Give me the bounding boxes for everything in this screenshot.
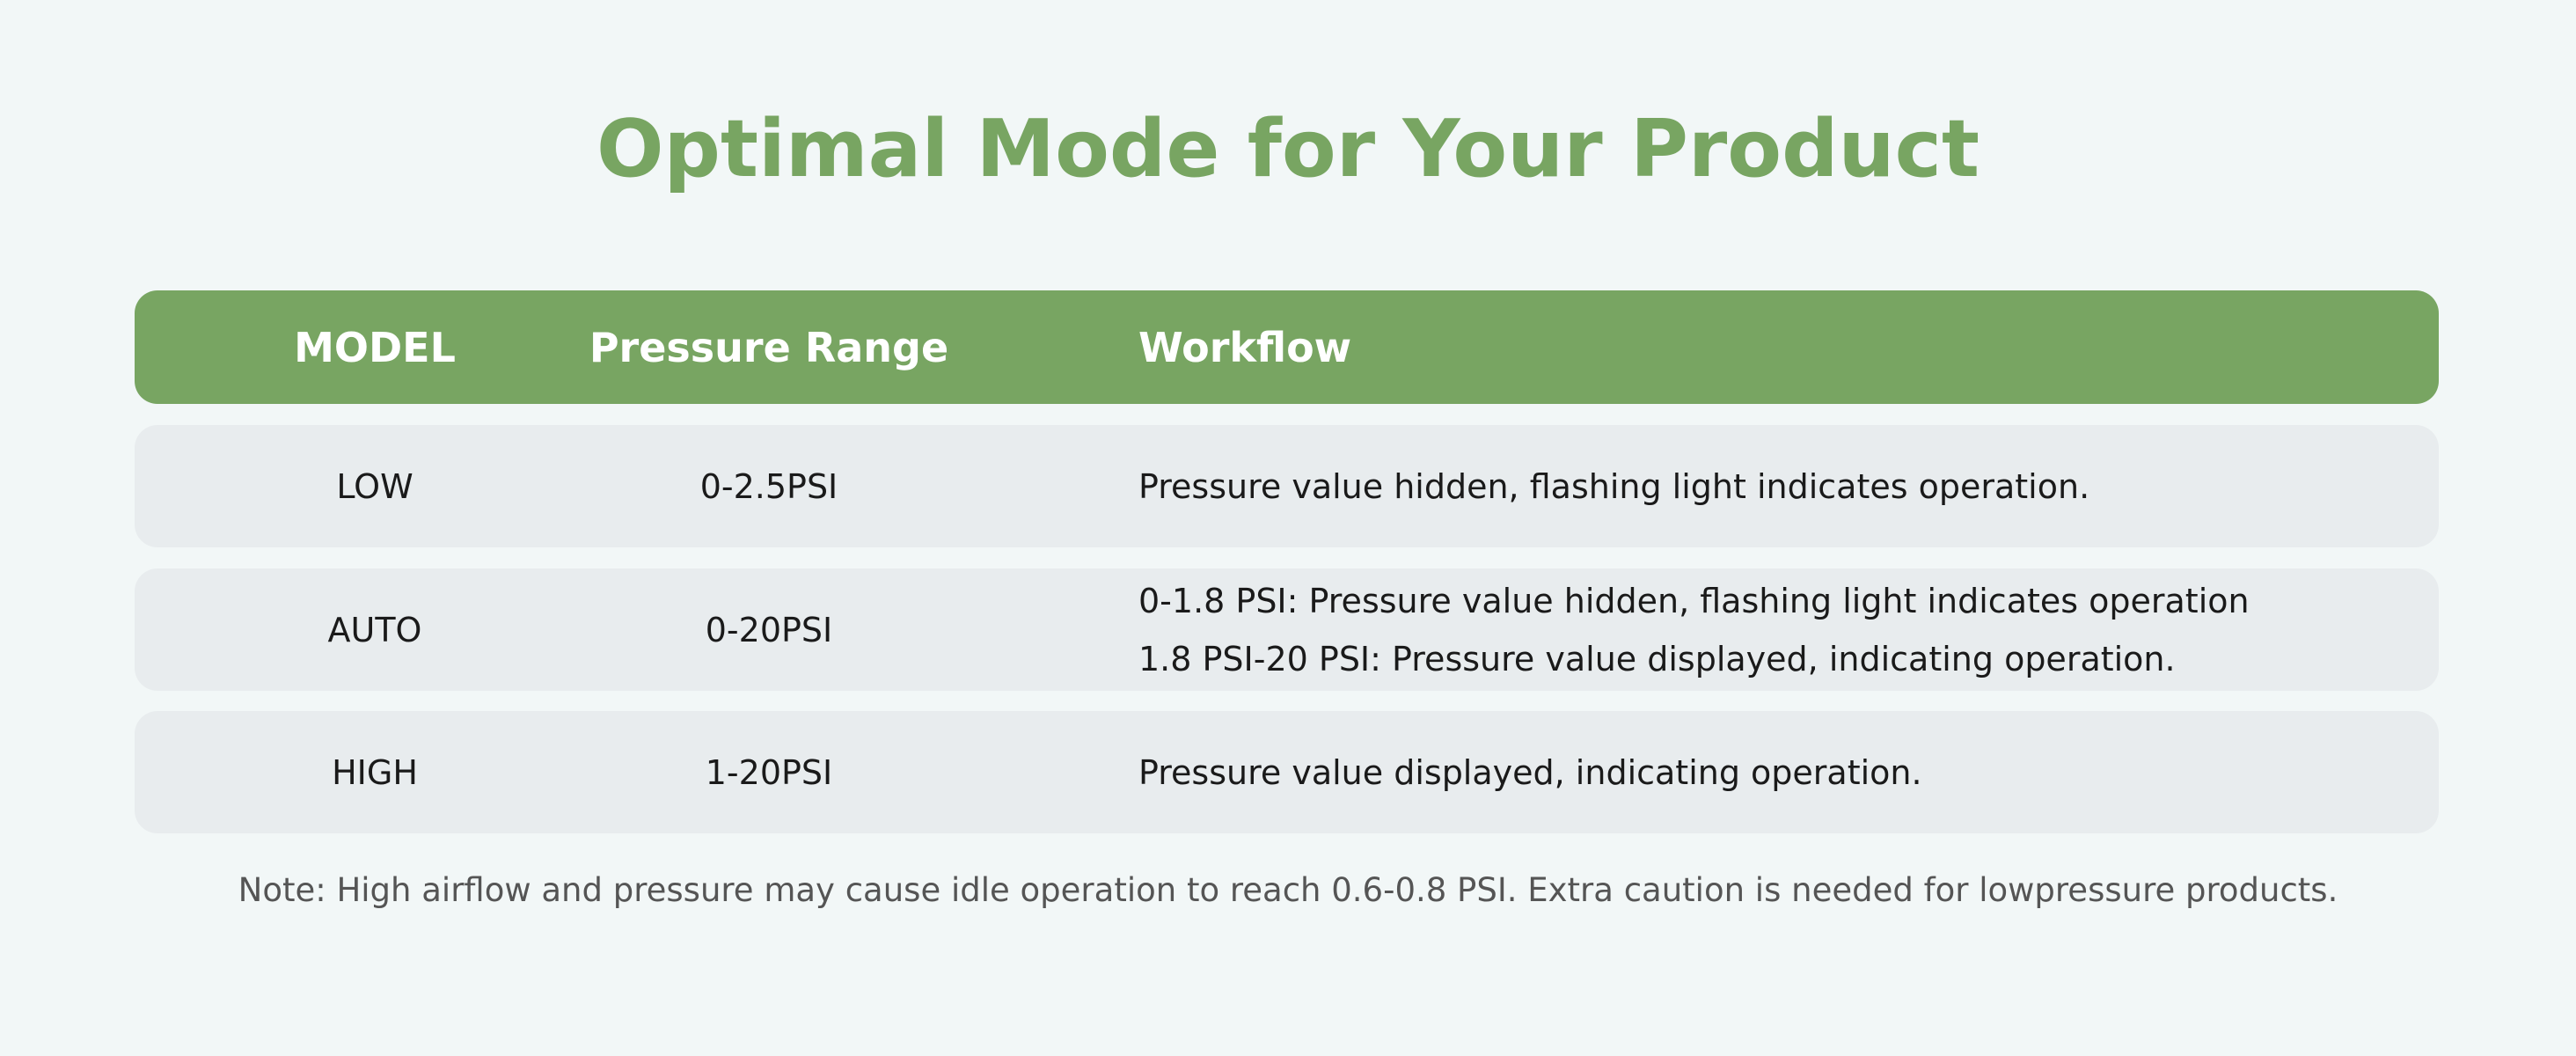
workflow-cell: 0-1.8 PSI: Pressure value hidden, flashi…	[1138, 568, 2414, 691]
note: Note: High airflow and pressure may caus…	[238, 871, 2338, 909]
workflow-line: Pressure value hidden, flashing light in…	[1138, 466, 2090, 506]
header-cell: MODEL	[294, 323, 456, 371]
table-row: HIGH 1-20PSI Pressure value displayed, ind…	[135, 711, 2439, 833]
model-cell: LOW	[336, 466, 413, 506]
header-cell: Pressure Range	[589, 323, 949, 371]
workflow-line: Pressure value displayed, indicating ope…	[1138, 752, 1922, 792]
header-cell: Workflow	[1138, 323, 1352, 371]
page-title: Optimal Mode for Your Product	[596, 103, 1980, 195]
workflow-line: 0-1.8 PSI: Pressure value hidden, flashi…	[1138, 581, 2250, 620]
table-row: LOW 0-2.5PSI Pressure value hidden, flashi…	[135, 425, 2439, 547]
workflow-cell: Pressure value hidden, flashing light in…	[1138, 425, 2414, 547]
model-cell: HIGH	[332, 752, 418, 792]
model-cell: AUTO	[327, 610, 422, 649]
range-cell: 1-20PSI	[705, 752, 833, 792]
range-cell: 0-2.5PSI	[699, 466, 838, 506]
workflow-line: 1.8 PSI-20 PSI: Pressure value displayed…	[1138, 639, 2176, 678]
range-cell: 0-20PSI	[705, 610, 833, 649]
workflow-cell: Pressure value displayed, indicating ope…	[1138, 711, 2414, 833]
table-header: MODEL Pressure Range Workflow	[135, 290, 2439, 404]
table-row: AUTO 0-20PSI 0-1.8 PSI: Pressure value hid…	[135, 568, 2439, 691]
